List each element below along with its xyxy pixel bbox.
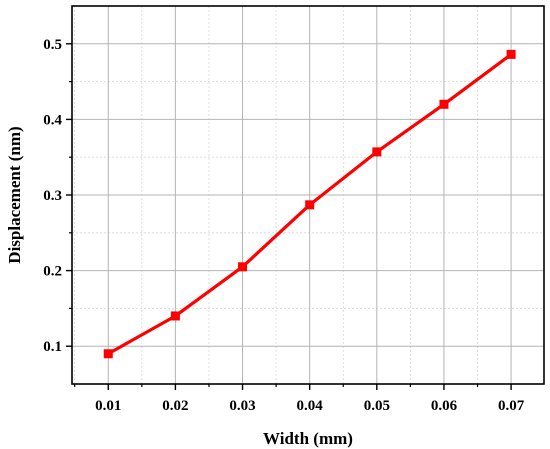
x-tick-label: 0.01 [95, 398, 121, 414]
data-point [305, 200, 315, 210]
series-layer [103, 49, 516, 359]
x-tick-label: 0.05 [364, 398, 390, 414]
y-tick-label: 0.1 [43, 339, 62, 355]
data-point [506, 49, 516, 59]
x-tick-label: 0.06 [431, 398, 458, 414]
y-tick-label: 0.4 [43, 112, 62, 128]
x-tick-label: 0.03 [229, 398, 255, 414]
major-grid [72, 6, 544, 384]
axis-ticks [66, 43, 512, 390]
data-point [103, 349, 113, 359]
x-axis-title: Width (mm) [263, 429, 353, 448]
data-point [439, 99, 449, 109]
data-point [372, 147, 382, 157]
y-tick-label: 0.3 [43, 188, 62, 204]
data-point [170, 311, 180, 321]
x-tick-label: 0.02 [162, 398, 188, 414]
y-axis-title: Displacement (nm) [5, 126, 24, 263]
x-tick-label: 0.04 [297, 398, 324, 414]
y-tick-label: 0.2 [43, 264, 62, 280]
tick-labels: 0.01 0.02 0.03 0.04 0.05 0.06 0.07 0.1 0.2 0.3 0.4… [43, 37, 524, 414]
x-tick-label: 0.07 [498, 398, 525, 414]
data-point [238, 262, 248, 272]
y-tick-label: 0.5 [43, 37, 62, 53]
